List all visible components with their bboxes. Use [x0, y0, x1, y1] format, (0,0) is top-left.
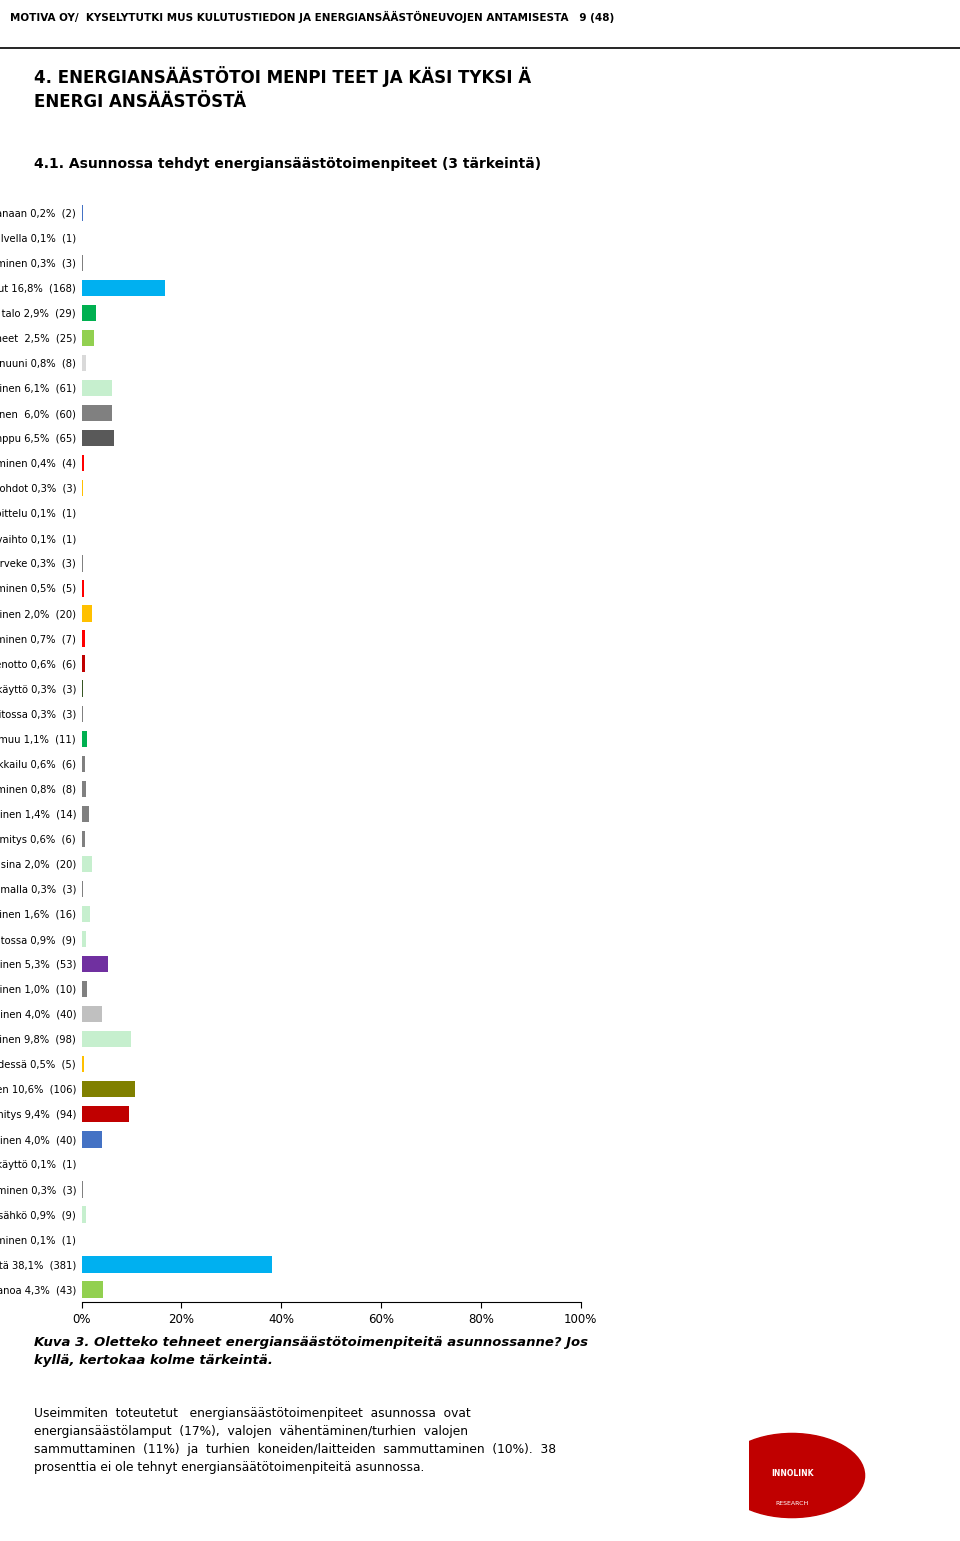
Bar — [82, 430, 114, 447]
Bar — [82, 982, 86, 997]
Text: 4.1. Asunnossa tehdyt energiansäästötoimenpiteet (3 tärkeintä): 4.1. Asunnossa tehdyt energiansäästötoim… — [34, 157, 540, 171]
Bar — [82, 1006, 102, 1022]
Bar — [82, 681, 84, 697]
Bar — [82, 254, 84, 271]
Bar — [82, 806, 88, 821]
Bar — [82, 1106, 129, 1122]
Bar — [82, 706, 84, 721]
Bar — [82, 781, 85, 797]
Text: RESEARCH: RESEARCH — [776, 1501, 808, 1506]
Bar — [82, 831, 84, 848]
Bar — [82, 354, 85, 371]
Bar — [82, 1131, 102, 1148]
Bar — [82, 1031, 131, 1048]
Bar — [82, 1182, 84, 1197]
Bar — [82, 881, 84, 897]
Bar — [82, 581, 84, 596]
Bar — [82, 481, 84, 496]
Bar — [82, 755, 84, 772]
Text: Kuva 3. Oletteko tehneet energiansäästötoimenpiteitä asunnossanne? Jos
kyllä, ke: Kuva 3. Oletteko tehneet energiansäästöt… — [34, 1336, 588, 1367]
Bar — [82, 1056, 84, 1073]
Bar — [82, 1082, 134, 1097]
Bar — [82, 405, 111, 421]
Bar — [82, 381, 112, 396]
Bar — [82, 955, 108, 972]
Bar — [82, 906, 89, 922]
Bar — [82, 1282, 103, 1298]
Bar — [82, 655, 84, 672]
Bar — [82, 305, 96, 321]
Circle shape — [719, 1433, 865, 1518]
Bar — [82, 730, 87, 747]
Bar — [82, 205, 83, 220]
Bar — [82, 1207, 86, 1222]
Bar — [82, 280, 165, 296]
Text: Useimmiten  toteutetut   energiansäästötoimenpiteet  asunnossa  ovat
energiansää: Useimmiten toteutetut energiansäästötoim… — [34, 1407, 556, 1473]
Bar — [82, 1256, 272, 1273]
Text: 4. ENERGIANSÄÄSTÖTOI MENPI TEET JA KÄSI TYKSI Ä
ENERGI ANSÄÄSTÖSTÄ: 4. ENERGIANSÄÄSTÖTOI MENPI TEET JA KÄSI … — [34, 66, 531, 111]
Bar — [82, 606, 91, 621]
Bar — [82, 931, 86, 948]
Bar — [82, 855, 91, 872]
Bar — [82, 330, 94, 347]
Text: MOTIVA OY/  KYSELYTUTKI MUS KULUTUSTIEDON JA ENERGIANSÄÄSTÖNEUVOJEN ANTAMISESTA : MOTIVA OY/ KYSELYTUTKI MUS KULUTUSTIEDON… — [10, 11, 613, 23]
Text: INNOLINK: INNOLINK — [771, 1469, 813, 1478]
Bar — [82, 630, 85, 647]
Bar — [82, 455, 84, 472]
Bar — [82, 555, 84, 572]
